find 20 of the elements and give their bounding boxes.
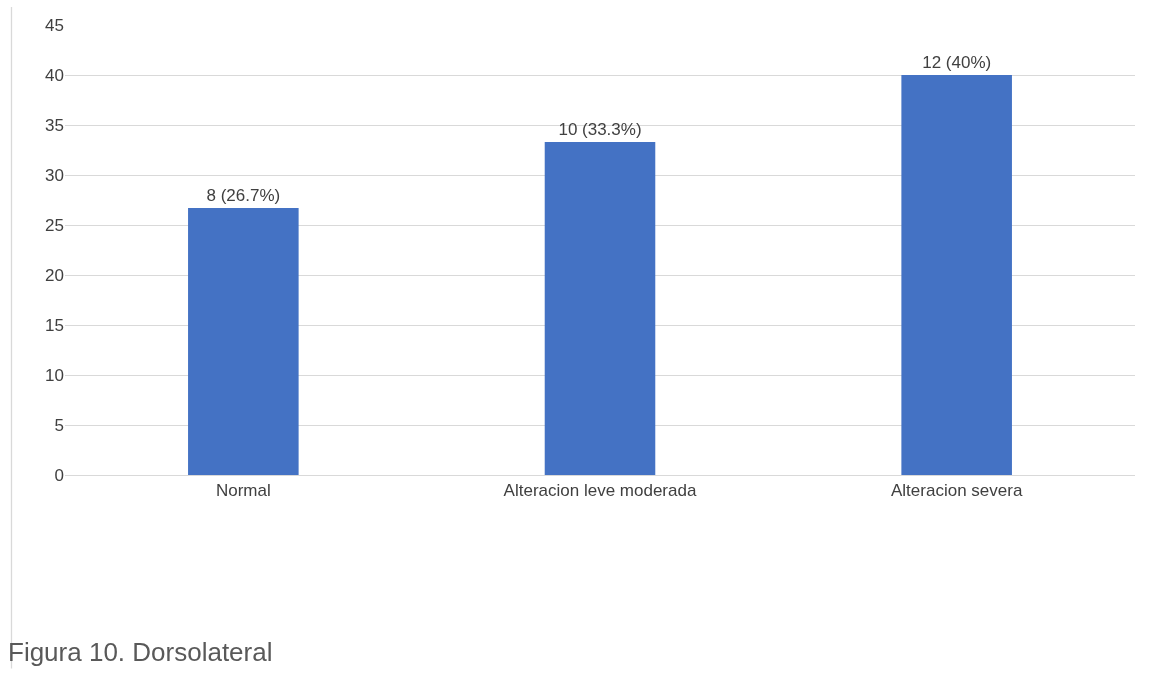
bar (188, 208, 299, 475)
data-label: 8 (26.7%) (206, 186, 281, 205)
y-tick-label: 30 (45, 165, 64, 185)
y-tick-label: 40 (45, 65, 64, 85)
data-label: 10 (33.3%) (558, 120, 642, 139)
text: Figura 10. Dorsolateral (8, 637, 273, 667)
y-tick-label: 15 (45, 315, 64, 335)
bar (544, 142, 656, 475)
x-tick-label: Alteracion leve moderada (503, 481, 697, 501)
bar (901, 75, 1012, 475)
x-tick-label: Normal (215, 481, 271, 501)
y-tick-label: 35 (45, 115, 64, 135)
y-tick-label: 10 (45, 365, 64, 385)
data-label: 12 (40%) (922, 53, 992, 72)
y-tick-label: 20 (45, 265, 64, 285)
y-tick-label: 0 (54, 465, 64, 485)
y-tick-label: 45 (45, 15, 64, 35)
x-tick-label: Alteracion severa (891, 481, 1023, 501)
y-tick-label: 5 (54, 415, 64, 435)
y-tick-label: 25 (45, 215, 64, 235)
